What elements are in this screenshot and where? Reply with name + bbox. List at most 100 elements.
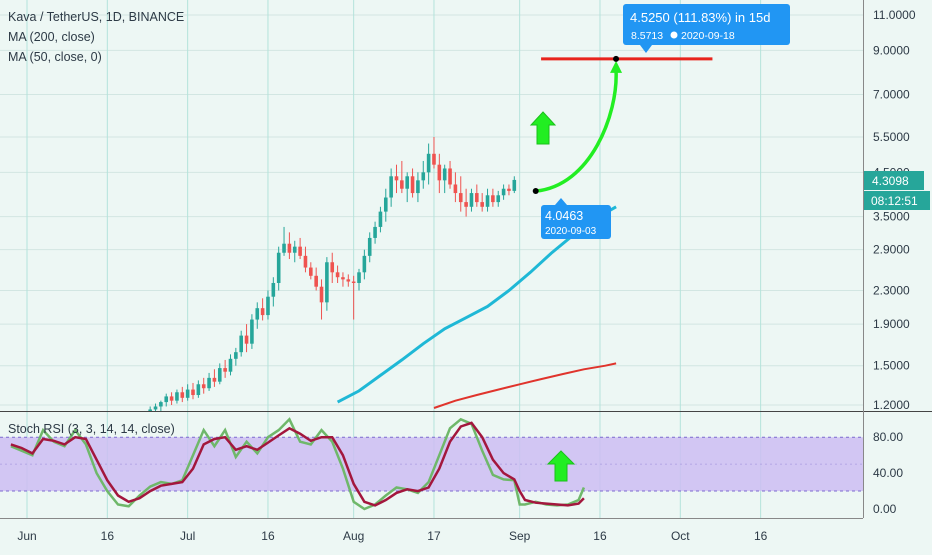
- candle[interactable]: [282, 243, 286, 253]
- time-axis-label: 16: [261, 529, 275, 543]
- candle[interactable]: [437, 164, 442, 181]
- candle[interactable]: [469, 193, 474, 207]
- candle[interactable]: [303, 255, 308, 268]
- candle[interactable]: [298, 246, 302, 256]
- candle[interactable]: [405, 176, 410, 189]
- target-price: 8.5713: [631, 30, 663, 42]
- candle[interactable]: [260, 308, 265, 316]
- candle[interactable]: [421, 172, 426, 181]
- candle[interactable]: [426, 153, 431, 173]
- candle[interactable]: [507, 188, 511, 191]
- candle[interactable]: [207, 377, 211, 389]
- price-axis-label: 1.5000: [873, 359, 910, 373]
- candle[interactable]: [357, 272, 361, 283]
- candle[interactable]: [276, 252, 281, 283]
- ma200-legend[interactable]: MA (200, close): [8, 30, 95, 44]
- target-headline: 4.5250 (111.83%) in 15d: [630, 10, 770, 25]
- candle[interactable]: [314, 275, 318, 287]
- start-callout[interactable]: 4.0463 2020-09-03: [541, 198, 611, 239]
- candle[interactable]: [378, 211, 383, 227]
- stoch-d-line[interactable]: [10, 421, 585, 507]
- stoch-up-arrow-icon[interactable]: [546, 450, 576, 482]
- projection-start-point[interactable]: [532, 188, 539, 195]
- candle[interactable]: [416, 180, 420, 194]
- candle[interactable]: [191, 389, 195, 396]
- candle[interactable]: [432, 153, 436, 165]
- price-axis-label: 7.0000: [873, 88, 910, 102]
- candle[interactable]: [330, 262, 335, 273]
- candle[interactable]: [212, 377, 217, 382]
- candle[interactable]: [287, 243, 292, 253]
- time-axis-label: 17: [427, 529, 441, 543]
- candle[interactable]: [362, 255, 367, 273]
- candle[interactable]: [400, 180, 404, 189]
- countdown-tag[interactable]: 08:12:51: [864, 191, 930, 210]
- candle[interactable]: [410, 176, 415, 194]
- ma50-legend[interactable]: MA (50, close, 0): [8, 50, 102, 64]
- price-axis-label: 1.9000: [873, 317, 910, 331]
- candle[interactable]: [383, 197, 388, 212]
- candle[interactable]: [223, 368, 227, 372]
- candle[interactable]: [201, 384, 206, 389]
- countdown-value: 08:12:51: [871, 194, 918, 208]
- projection-curve[interactable]: [535, 70, 618, 193]
- candle[interactable]: [292, 246, 297, 253]
- candle[interactable]: [485, 195, 490, 207]
- time-axis-label: Aug: [343, 529, 364, 543]
- target-callout[interactable]: 4.5250 (111.83%) in 15d 8.5713 2020-09-1…: [623, 4, 790, 53]
- candle[interactable]: [394, 176, 399, 181]
- stoch-k-line[interactable]: [10, 417, 586, 511]
- candle[interactable]: [255, 308, 260, 320]
- candle[interactable]: [453, 184, 458, 194]
- candle[interactable]: [309, 267, 313, 276]
- candle[interactable]: [159, 402, 163, 407]
- candle[interactable]: [458, 193, 463, 203]
- candle[interactable]: [367, 237, 372, 256]
- candle[interactable]: [266, 296, 270, 316]
- price-axis-label: 2.3000: [873, 283, 910, 297]
- current-price-tag[interactable]: 4.3098: [864, 171, 924, 190]
- up-arrow-icon[interactable]: [529, 111, 557, 145]
- candle[interactable]: [234, 352, 238, 359]
- candle[interactable]: [185, 389, 190, 398]
- candle[interactable]: [346, 279, 351, 282]
- clock-icon: [670, 31, 678, 39]
- candle[interactable]: [491, 195, 495, 203]
- candle[interactable]: [373, 226, 377, 238]
- candle[interactable]: [496, 195, 501, 203]
- candle[interactable]: [448, 168, 452, 185]
- candle[interactable]: [319, 286, 324, 303]
- candle[interactable]: [512, 179, 517, 191]
- candle[interactable]: [164, 396, 169, 403]
- candle[interactable]: [239, 335, 243, 353]
- candle[interactable]: [153, 406, 158, 410]
- candle[interactable]: [501, 188, 506, 196]
- candle[interactable]: [196, 384, 201, 396]
- projection-end-point[interactable]: [613, 55, 620, 62]
- candle[interactable]: [464, 202, 468, 207]
- candle[interactable]: [175, 392, 179, 401]
- candle[interactable]: [442, 168, 447, 181]
- symbol-legend[interactable]: Kava / TetherUS, 1D, BINANCE: [8, 10, 184, 24]
- ma200-line[interactable]: [433, 362, 617, 409]
- candle[interactable]: [148, 409, 152, 414]
- candle[interactable]: [389, 176, 393, 198]
- price-axis-label: 9.0000: [873, 43, 910, 57]
- candle[interactable]: [169, 396, 174, 401]
- candle[interactable]: [228, 358, 233, 372]
- candle[interactable]: [325, 262, 329, 303]
- candle[interactable]: [250, 319, 254, 344]
- candle[interactable]: [217, 368, 222, 382]
- stoch-rsi-legend[interactable]: Stoch RSI (3, 3, 14, 14, close): [8, 422, 175, 436]
- candle[interactable]: [341, 277, 345, 280]
- candle[interactable]: [180, 392, 185, 398]
- candle[interactable]: [271, 282, 276, 297]
- candle[interactable]: [244, 335, 249, 344]
- candle[interactable]: [475, 193, 479, 203]
- candle[interactable]: [335, 272, 340, 278]
- candle[interactable]: [351, 281, 356, 283]
- candle[interactable]: [480, 202, 484, 207]
- current-price-value: 4.3098: [872, 174, 909, 188]
